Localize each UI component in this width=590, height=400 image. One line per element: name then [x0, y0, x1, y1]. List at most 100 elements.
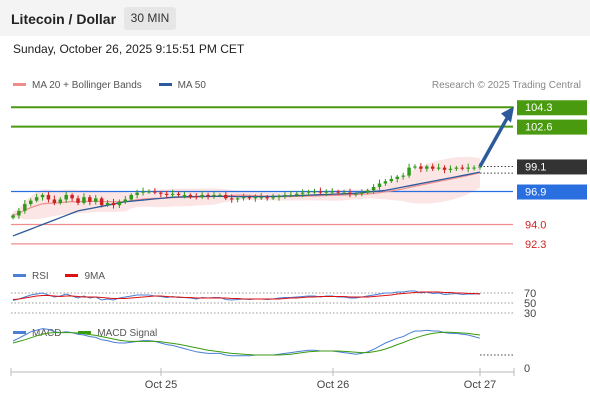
level-tag-2	[517, 159, 587, 175]
candle-body	[40, 194, 45, 198]
header-bar	[0, 0, 590, 36]
candle-body	[212, 194, 216, 197]
level-label-4: 94.0	[525, 220, 546, 232]
candle-body	[383, 181, 388, 184]
forecast-arrow-head	[501, 106, 514, 123]
candle-body	[389, 178, 394, 182]
candle-body	[99, 198, 104, 206]
legend-swatch-9ma	[65, 273, 79, 277]
candle-body	[159, 192, 163, 194]
timeframe-badge[interactable]: 30 MIN	[124, 7, 176, 30]
rsi-legend: RSI 9MA	[13, 271, 119, 282]
level-tag-1	[517, 119, 587, 135]
candle-body	[306, 191, 311, 193]
candle-body	[164, 193, 169, 195]
candle-body	[354, 193, 358, 195]
candle-body	[170, 193, 175, 195]
candle-body	[182, 194, 187, 196]
candle-body	[176, 193, 181, 195]
candle-body	[188, 194, 193, 197]
candle-body	[436, 167, 441, 169]
candle-body	[413, 166, 417, 168]
candle-body	[52, 199, 57, 203]
legend-swatch-ma20	[13, 82, 26, 86]
candle-body	[478, 166, 482, 168]
candle-body	[111, 202, 116, 206]
legend-swatch-ma50	[158, 82, 172, 86]
candle-body	[265, 197, 269, 199]
candle-body	[318, 191, 323, 193]
candle-body	[360, 192, 364, 194]
candle-body	[235, 198, 240, 200]
candle-body	[253, 197, 258, 199]
macd-signal-line	[12, 331, 481, 356]
legend-swatch-macd-signal	[78, 330, 92, 334]
candle-body	[129, 194, 133, 200]
legend-label-9ma: 9MA	[84, 271, 106, 282]
candle-body	[194, 196, 199, 198]
level-label-3: 96.9	[525, 187, 546, 199]
candle-body	[147, 191, 151, 193]
candle-body	[117, 201, 122, 206]
legend-item-ma50: MA 50	[158, 80, 206, 91]
rsi-level-label-1: 50	[524, 298, 536, 310]
candle-body	[200, 194, 204, 198]
candle-body	[135, 192, 139, 195]
candle-body	[377, 183, 382, 187]
candle-body	[348, 192, 352, 194]
candle-body	[365, 190, 370, 193]
legend-item-macd-signal: MACD Signal	[78, 328, 157, 339]
candle-body	[336, 191, 340, 193]
x-tick-label-2: Oct 27	[464, 379, 496, 391]
candle-body	[206, 194, 210, 197]
main-legend: MA 20 + Bollinger Bands MA 50	[13, 80, 220, 91]
candle-body	[401, 175, 405, 177]
legend-label-ma20: MA 20 + Bollinger Bands	[32, 80, 142, 91]
level-label-0: 104.3	[525, 102, 553, 114]
candle-body	[141, 191, 145, 193]
candle-body	[294, 193, 299, 195]
candle-body	[34, 197, 39, 201]
candle-body	[17, 210, 21, 216]
rsi-level-label-2: 30	[524, 308, 536, 320]
legend-item-rsi: RSI	[13, 271, 49, 282]
candle-body	[419, 166, 423, 169]
forecast-arrow-shaft	[478, 115, 510, 168]
macd-zero-label: 0	[524, 363, 530, 375]
candle-body	[289, 194, 293, 196]
candle-body	[448, 168, 453, 170]
candle-body	[76, 198, 80, 203]
level-tag-3	[517, 184, 587, 200]
candle-body	[454, 167, 459, 169]
candle-body	[70, 194, 74, 199]
legend-swatch-rsi	[13, 273, 26, 277]
candle-body	[46, 194, 51, 200]
legend-label-rsi: RSI	[32, 271, 49, 282]
rsi-ma-line	[12, 291, 481, 300]
candle-body	[153, 191, 157, 193]
candle-body	[324, 191, 329, 193]
candle-body	[466, 167, 470, 169]
candle-body	[271, 197, 275, 199]
legend-item-ma20: MA 20 + Bollinger Bands	[13, 80, 142, 91]
candle-body	[430, 166, 435, 169]
candle-body	[395, 176, 399, 179]
level-label-5: 92.3	[525, 239, 546, 251]
legend-item-9ma: 9MA	[65, 271, 105, 282]
candle-body	[88, 197, 92, 202]
bollinger-band	[13, 156, 480, 220]
candle-body	[342, 192, 346, 194]
candle-body	[407, 167, 411, 176]
research-credit: Research © 2025 Trading Central	[431, 80, 581, 91]
legend-swatch-macd	[13, 330, 26, 334]
candle-body	[259, 197, 264, 199]
candle-body	[82, 197, 86, 203]
candle-body	[371, 186, 376, 191]
candle-body	[300, 192, 305, 194]
candle-body	[330, 191, 334, 193]
candle-body	[312, 191, 317, 193]
level-label-1: 102.6	[525, 122, 553, 134]
candle-body	[218, 194, 222, 196]
candle-body	[64, 194, 68, 200]
